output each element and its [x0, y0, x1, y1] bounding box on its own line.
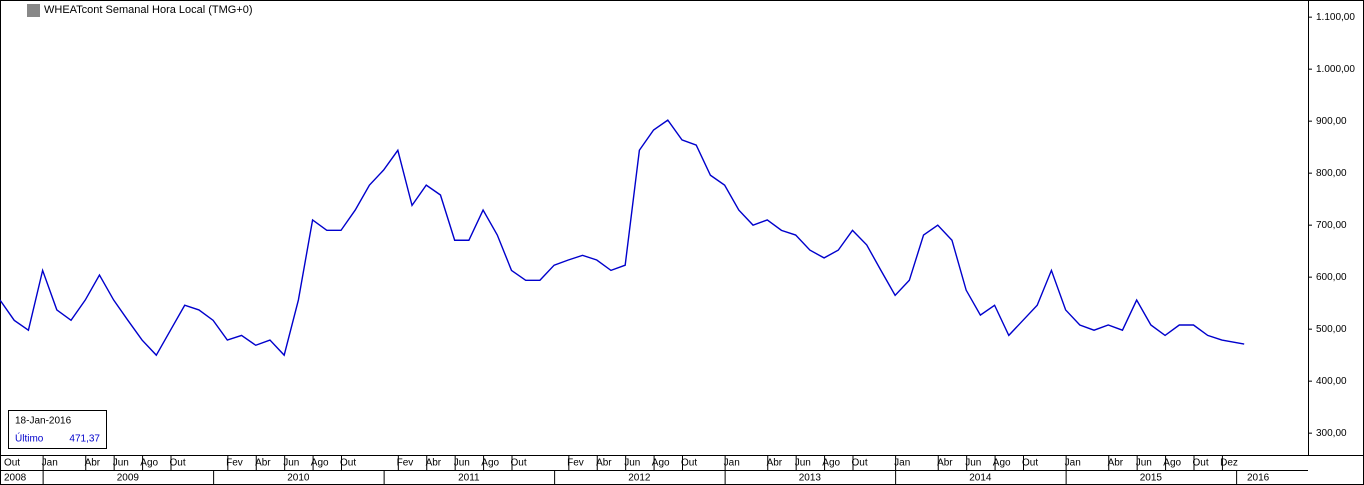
x-tick-label: Jun [454, 458, 470, 469]
x-tick-label: Abr [596, 458, 612, 469]
year-label: 2010 [287, 473, 310, 484]
y-tick-label: 700,00 [1316, 220, 1347, 231]
year-label: 2012 [628, 473, 651, 484]
year-label: 2011 [458, 473, 480, 484]
price-line [0, 119, 1245, 357]
chart-icon[interactable] [27, 4, 40, 17]
x-tick-label: Fev [397, 458, 414, 469]
year-label: 2013 [799, 473, 822, 484]
x-tick-label: Out [1193, 458, 1209, 469]
info-value: 471,37 [69, 434, 100, 445]
x-tick-label: Jun [795, 458, 811, 469]
x-tick-label: Jun [624, 458, 640, 469]
x-tick-label: Fev [226, 458, 243, 469]
x-tick-label: Jun [1136, 458, 1152, 469]
x-tick-label: Jan [724, 458, 740, 469]
x-tick-label: Abr [255, 458, 271, 469]
x-tick-label: Jun [965, 458, 981, 469]
x-tick-label: Jan [1065, 458, 1081, 469]
x-tick-label: Jun [113, 458, 129, 469]
info-date: 18-Jan-2016 [15, 416, 72, 427]
year-label: 2014 [969, 473, 992, 484]
y-tick-label: 1.100,00 [1316, 12, 1355, 23]
x-tick-label: Abr [937, 458, 953, 469]
x-tick-label: Out [852, 458, 868, 469]
x-tick-label: Jan [894, 458, 910, 469]
x-tick-label: Out [4, 458, 20, 469]
y-tick-label: 1.000,00 [1316, 64, 1355, 75]
y-tick-label: 400,00 [1316, 376, 1347, 387]
x-tick-label: Out [511, 458, 527, 469]
y-tick-label: 500,00 [1316, 324, 1347, 335]
x-tick-label: Ago [822, 458, 840, 469]
x-tick-label: Ago [652, 458, 670, 469]
x-tick-label: Ago [993, 458, 1011, 469]
year-label: 2016 [1247, 473, 1270, 484]
year-label: 2015 [1140, 473, 1163, 484]
x-tick-label: Abr [767, 458, 783, 469]
info-label: Último [15, 432, 44, 445]
y-tick-label: 600,00 [1316, 272, 1347, 283]
x-tick-label: Out [340, 458, 356, 469]
y-tick-label: 300,00 [1316, 428, 1347, 439]
x-tick-label: Ago [140, 458, 158, 469]
x-tick-label: Jun [283, 458, 299, 469]
x-tick-label: Out [1022, 458, 1038, 469]
year-label: 2008 [4, 473, 27, 484]
x-tick-label: Dez [1220, 458, 1238, 469]
x-tick-label: Out [681, 458, 697, 469]
year-label: 2009 [117, 473, 140, 484]
y-tick-label: 800,00 [1316, 168, 1347, 179]
x-tick-label: Abr [85, 458, 101, 469]
y-tick-label: 900,00 [1316, 116, 1347, 127]
x-tick-label: Out [170, 458, 186, 469]
x-tick-label: Jan [42, 458, 58, 469]
x-tick-label: Ago [1163, 458, 1181, 469]
x-tick-label: Abr [1108, 458, 1124, 469]
x-tick-label: Ago [311, 458, 329, 469]
x-tick-label: Fev [567, 458, 584, 469]
info-box [8, 410, 107, 449]
chart-title[interactable]: WHEATcont Semanal Hora Local (TMG+0) [44, 4, 253, 16]
x-tick-label: Abr [426, 458, 442, 469]
x-tick-label: Ago [481, 458, 499, 469]
